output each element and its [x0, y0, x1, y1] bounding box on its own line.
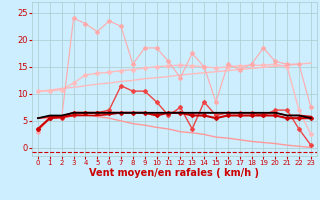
X-axis label: Vent moyen/en rafales ( km/h ): Vent moyen/en rafales ( km/h ) [89, 168, 260, 178]
